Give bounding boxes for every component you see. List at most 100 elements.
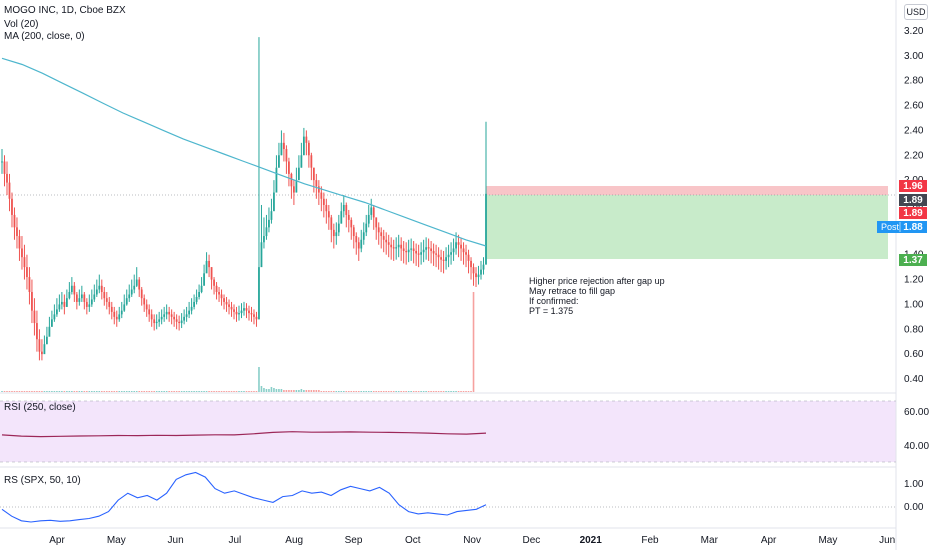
candle <box>190 298 193 315</box>
candle <box>203 264 205 286</box>
rs-tick-label: 1.00 <box>904 479 924 490</box>
volume-bar <box>93 391 96 392</box>
annotation-line: Higher price rejection after gap up <box>529 276 665 286</box>
candle <box>332 223 335 249</box>
volume-bar <box>370 391 373 392</box>
candle <box>90 289 93 307</box>
volume-bar <box>58 391 61 392</box>
time-tick-label: May <box>818 535 837 546</box>
volume-bar <box>280 389 283 392</box>
candle <box>105 291 108 310</box>
volume-bar <box>285 390 288 392</box>
volume-bar <box>392 391 395 392</box>
candle <box>335 222 338 245</box>
annotation-line: If confirmed: <box>529 296 579 306</box>
candle <box>415 243 418 266</box>
volume-bar <box>148 391 150 392</box>
time-tick-label: Apr <box>49 535 65 546</box>
rsi-axis: 40.00 60.00 <box>904 407 929 452</box>
candle <box>218 287 220 302</box>
candle <box>108 296 111 315</box>
volume-bar <box>195 391 198 392</box>
candle <box>75 291 78 310</box>
candle <box>330 214 333 243</box>
volume-bar <box>350 391 353 392</box>
candle <box>143 294 146 312</box>
candle <box>138 277 141 297</box>
volume-bar <box>447 391 450 392</box>
volume-bar <box>41 391 43 392</box>
candle <box>275 155 278 193</box>
stop-zone <box>486 186 888 195</box>
candle <box>165 304 168 320</box>
volume-bar <box>342 391 345 392</box>
candle <box>422 239 425 263</box>
volume-legend[interactable]: Vol (20) <box>4 19 39 30</box>
volume-bar <box>13 391 16 392</box>
candle <box>150 309 153 327</box>
volume-bar <box>16 391 18 392</box>
svg-text:1.96: 1.96 <box>903 181 923 192</box>
volume-bar <box>382 391 385 392</box>
candle <box>390 237 393 260</box>
volume-bar <box>160 391 163 392</box>
volume-bar <box>333 391 335 392</box>
candle <box>288 157 290 187</box>
volume-bar <box>445 391 447 392</box>
candle <box>36 310 38 352</box>
price-label-last: 1.89 <box>899 194 927 206</box>
volume-bar <box>150 391 153 392</box>
candle <box>337 214 340 237</box>
volume-bar <box>128 391 131 392</box>
trade-annotation[interactable]: Higher price rejection after gap up May … <box>529 276 665 316</box>
candle <box>360 229 363 253</box>
candle <box>405 242 408 265</box>
volume-bar <box>355 391 358 392</box>
price-label-target: 1.37 <box>899 254 927 266</box>
volume-bar <box>66 391 68 392</box>
currency-button[interactable]: USD <box>904 4 928 20</box>
candle <box>445 247 447 270</box>
svg-text:1.89: 1.89 <box>903 208 923 219</box>
time-tick-label: May <box>107 535 126 546</box>
symbol-legend[interactable]: MOGO INC, 1D, Cboe BZX <box>4 5 126 16</box>
candle <box>380 227 383 249</box>
volume-bar <box>325 391 328 392</box>
candle <box>123 294 126 312</box>
volume-bar <box>158 391 160 392</box>
volume-bar <box>188 391 190 392</box>
volume-bar <box>133 391 136 392</box>
ma-legend[interactable]: MA (200, close, 0) <box>4 31 85 42</box>
price-tick-label: 2.80 <box>904 76 924 87</box>
candle <box>185 306 188 322</box>
volume-bar <box>470 391 472 392</box>
candle <box>3 155 6 187</box>
candle <box>283 132 285 162</box>
volume-bar <box>407 391 410 392</box>
volume-bar <box>86 391 88 392</box>
volume-bar <box>26 391 28 392</box>
rsi-line <box>1 431 487 438</box>
volume-bar <box>233 391 235 392</box>
volume-bar <box>23 391 26 392</box>
candle <box>278 142 280 168</box>
time-tick-label: Aug <box>285 535 303 546</box>
candle <box>395 237 398 260</box>
time-tick-label: Feb <box>641 535 659 546</box>
volume-bar <box>367 391 370 392</box>
volume-bar <box>230 391 233 392</box>
volume-bar <box>18 391 21 392</box>
candle <box>425 237 428 260</box>
candle <box>243 301 245 316</box>
candle <box>38 329 41 361</box>
candle <box>258 37 260 320</box>
volume-bar <box>220 391 223 392</box>
volume-bar <box>377 391 380 392</box>
volume-bar <box>225 391 228 392</box>
time-tick-label: Sep <box>345 535 363 546</box>
candle <box>145 299 148 317</box>
volume-bar <box>320 391 323 392</box>
candle <box>188 301 191 319</box>
volume-bar <box>68 391 71 392</box>
volume-bar <box>200 391 203 392</box>
